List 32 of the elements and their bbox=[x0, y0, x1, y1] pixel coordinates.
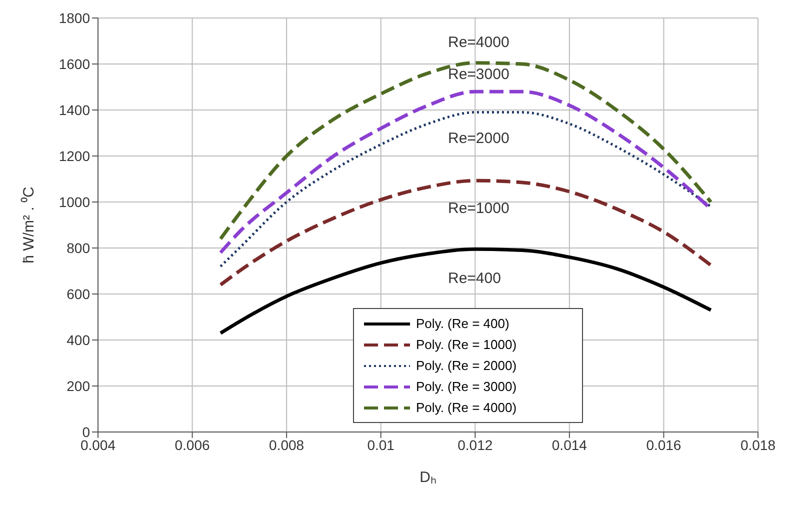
y-tick-label: 1800 bbox=[58, 10, 90, 26]
x-axis-title: Dₕ bbox=[420, 469, 436, 486]
annotation: Re=2000 bbox=[448, 130, 510, 147]
legend-label: Poly. (Re = 1000) bbox=[416, 337, 517, 352]
x-tick-label: 0.016 bbox=[646, 436, 682, 453]
legend-label: Poly. (Re = 2000) bbox=[416, 358, 517, 373]
line-series bbox=[219, 111, 712, 268]
x-tick-label: 0.012 bbox=[458, 436, 493, 453]
y-tick-label: 1200 bbox=[58, 148, 90, 164]
y-tick-label: 200 bbox=[66, 378, 90, 394]
annotation: Re=4000 bbox=[448, 34, 510, 51]
y-tick-label: 1400 bbox=[58, 102, 90, 118]
y-tick-label: 600 bbox=[66, 286, 90, 302]
y-tick-label: 1600 bbox=[58, 56, 90, 72]
annotation: Re=3000 bbox=[448, 66, 510, 83]
y-tick-label: 800 bbox=[66, 240, 90, 256]
y-tick-label: 400 bbox=[66, 332, 90, 348]
x-tick-label: 0.006 bbox=[174, 436, 210, 453]
legend-label: Poly. (Re = 3000) bbox=[416, 379, 517, 394]
x-tick-label: 0.018 bbox=[740, 436, 776, 453]
x-tick-label: 0.01 bbox=[367, 436, 395, 453]
x-tick-label: 0.008 bbox=[269, 436, 304, 453]
line-series bbox=[218, 247, 713, 335]
annotation: Re=1000 bbox=[448, 200, 510, 217]
legend-label: Poly. (Re = 4000) bbox=[416, 400, 517, 415]
line-series bbox=[218, 178, 713, 287]
y-tick-label: 1000 bbox=[58, 194, 90, 210]
y-axis-title: h̄ W/m² . ⁰C bbox=[20, 186, 38, 264]
line-series bbox=[218, 61, 713, 241]
x-tick-label: 0.014 bbox=[552, 436, 588, 453]
annotation: Re=400 bbox=[448, 270, 501, 287]
legend-label: Poly. (Re = 400) bbox=[416, 316, 510, 331]
